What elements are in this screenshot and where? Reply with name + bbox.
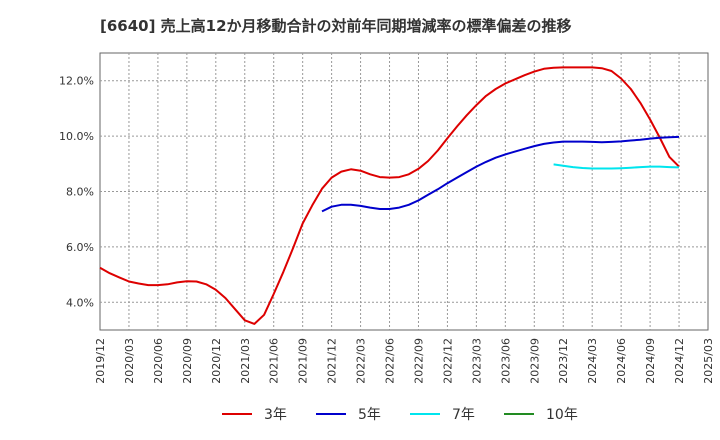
series-line-5年 [321, 135, 680, 213]
y-tick-label: 4.0% [66, 296, 94, 309]
legend-label: 10年 [546, 407, 578, 423]
x-tick-label: 2021/09 [297, 338, 310, 384]
x-tick-label: 2019/12 [94, 338, 107, 384]
x-tick-label: 2023/12 [557, 338, 570, 384]
x-tick-label: 2022/06 [384, 338, 397, 384]
x-tick-label: 2022/12 [441, 338, 454, 384]
x-tick-label: 2020/06 [152, 338, 165, 384]
series-line-3年 [99, 66, 680, 325]
legend-label: 7年 [452, 407, 475, 423]
x-tick-label: 2024/09 [644, 338, 657, 384]
x-tick-label: 2023/06 [499, 338, 512, 384]
legend: 3年 5年 7年 10年 [222, 407, 578, 423]
x-tick-label: 2021/06 [268, 338, 281, 384]
legend-label: 5年 [358, 407, 381, 423]
x-tick-label: 2022/03 [355, 338, 368, 384]
y-tick-label: 8.0% [66, 186, 94, 199]
y-axis: 4.0% 6.0% 8.0% 10.0% 12.0% [59, 75, 94, 310]
x-tick-label: 2022/09 [412, 338, 425, 384]
x-axis: 2019/12 2020/03 2020/06 2020/09 2020/12 2021/… [94, 338, 715, 384]
x-tick-label: 2024/03 [586, 338, 599, 384]
x-tick-label: 2024/06 [615, 338, 628, 384]
series-line-7年 [553, 163, 680, 170]
y-tick-label: 10.0% [59, 130, 94, 143]
x-tick-label: 2025/03 [702, 338, 715, 384]
x-tick-label: 2023/03 [470, 338, 483, 384]
y-tick-label: 12.0% [59, 75, 94, 88]
grid [100, 53, 708, 330]
y-tick-label: 6.0% [66, 241, 94, 254]
x-tick-label: 2020/03 [123, 338, 136, 384]
x-tick-label: 2021/03 [239, 338, 252, 384]
chart-title: [6640] 売上高12か月移動合計の対前年同期増減率の標準偏差の推移 [100, 17, 572, 35]
x-tick-label: 2020/09 [181, 338, 194, 384]
legend-label: 3年 [264, 407, 287, 423]
x-tick-label: 2024/12 [673, 338, 686, 384]
x-tick-label: 2023/09 [528, 338, 541, 384]
x-tick-label: 2020/12 [210, 338, 223, 384]
x-tick-label: 2021/12 [326, 338, 339, 384]
series-lines [99, 66, 680, 325]
